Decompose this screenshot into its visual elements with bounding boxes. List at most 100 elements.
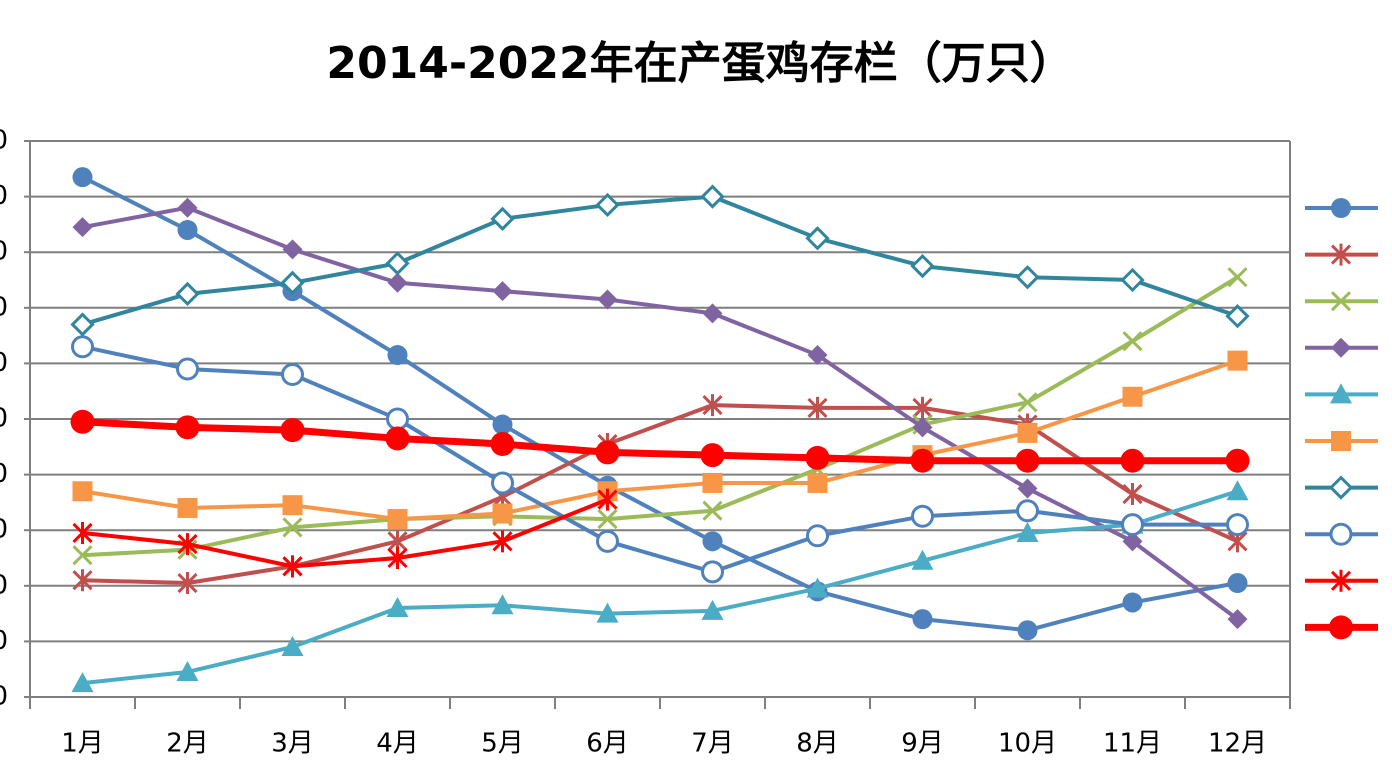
point [1122, 386, 1143, 407]
point [1122, 592, 1143, 613]
point [1331, 198, 1351, 218]
point [912, 396, 933, 419]
series [71, 335, 1249, 584]
y-tick-label: 120000 [0, 404, 8, 434]
x-tick-label: 5月 [481, 729, 524, 759]
point [597, 289, 618, 310]
series [72, 394, 1248, 595]
y-tick-label: 110000 [0, 682, 8, 712]
point [806, 524, 829, 548]
x-tick-label: 10月 [998, 729, 1057, 759]
x-tick-label: 7月 [691, 729, 734, 759]
x-tick-label: 8月 [796, 729, 839, 759]
legend-item [1305, 475, 1378, 500]
point [595, 192, 620, 218]
legend-item [1305, 522, 1378, 546]
point [281, 363, 304, 387]
x-tick-label: 3月 [271, 729, 314, 759]
y-tick-label: 128000 [0, 181, 8, 211]
y-tick-label: 122000 [0, 348, 8, 378]
point [282, 555, 303, 578]
point [595, 440, 620, 465]
point [1227, 350, 1248, 371]
series [70, 184, 1250, 337]
point [805, 226, 830, 251]
series-line [82, 497, 609, 569]
point [385, 251, 410, 276]
x-tick-label: 4月 [376, 729, 419, 759]
point [72, 481, 93, 502]
point [72, 521, 93, 544]
point [282, 239, 303, 260]
series-line [81, 175, 1238, 633]
point [176, 660, 199, 681]
series-line [82, 344, 1238, 574]
point [597, 509, 618, 530]
point [701, 560, 724, 584]
point [386, 407, 409, 431]
point [1226, 513, 1249, 537]
point [1016, 499, 1039, 523]
y-tick-label: 124000 [0, 292, 8, 322]
point [1328, 475, 1354, 500]
point [70, 409, 95, 434]
point [177, 197, 198, 218]
point [492, 281, 513, 302]
series-line [82, 489, 1239, 686]
y-tick-label: 112000 [0, 626, 8, 656]
point [280, 270, 305, 295]
point [700, 184, 725, 209]
point [1227, 609, 1248, 630]
legend-item [1305, 243, 1378, 266]
point [1330, 569, 1352, 592]
y-tick-label: 116000 [0, 515, 8, 545]
legend-item [1305, 431, 1378, 451]
point [177, 533, 198, 556]
y-tick-label: 130000 [0, 126, 8, 156]
point [1330, 243, 1352, 266]
point [701, 599, 724, 620]
point [597, 488, 618, 511]
point [491, 471, 514, 495]
legend-item [1305, 615, 1378, 640]
legend-item [1305, 569, 1378, 592]
point [911, 549, 934, 570]
series-line [82, 418, 1238, 465]
point [596, 602, 619, 623]
point [807, 345, 828, 366]
point [910, 448, 935, 473]
series-line [82, 275, 1239, 558]
legend-item [1305, 383, 1378, 404]
legend-item [1305, 198, 1378, 218]
point [805, 445, 830, 470]
point [387, 345, 408, 366]
series [72, 167, 1248, 641]
point [175, 281, 200, 307]
point [386, 597, 409, 618]
x-tick-label: 11月 [1103, 729, 1162, 759]
point [492, 503, 513, 524]
point [492, 414, 513, 435]
y-tick-label: 126000 [0, 237, 8, 267]
point [1016, 521, 1039, 542]
point [1225, 304, 1250, 329]
point [72, 569, 93, 592]
point [71, 672, 94, 693]
point [1331, 337, 1351, 358]
point [912, 417, 933, 438]
point [1330, 383, 1352, 404]
point [1122, 331, 1143, 352]
point [1329, 615, 1353, 640]
point [282, 495, 303, 516]
point [72, 167, 93, 188]
point [1121, 513, 1144, 537]
point [1226, 480, 1249, 501]
point [807, 472, 828, 493]
point [911, 504, 934, 528]
point [282, 517, 303, 538]
point [281, 635, 304, 656]
point [490, 432, 515, 457]
point [72, 545, 93, 566]
point [702, 303, 723, 324]
